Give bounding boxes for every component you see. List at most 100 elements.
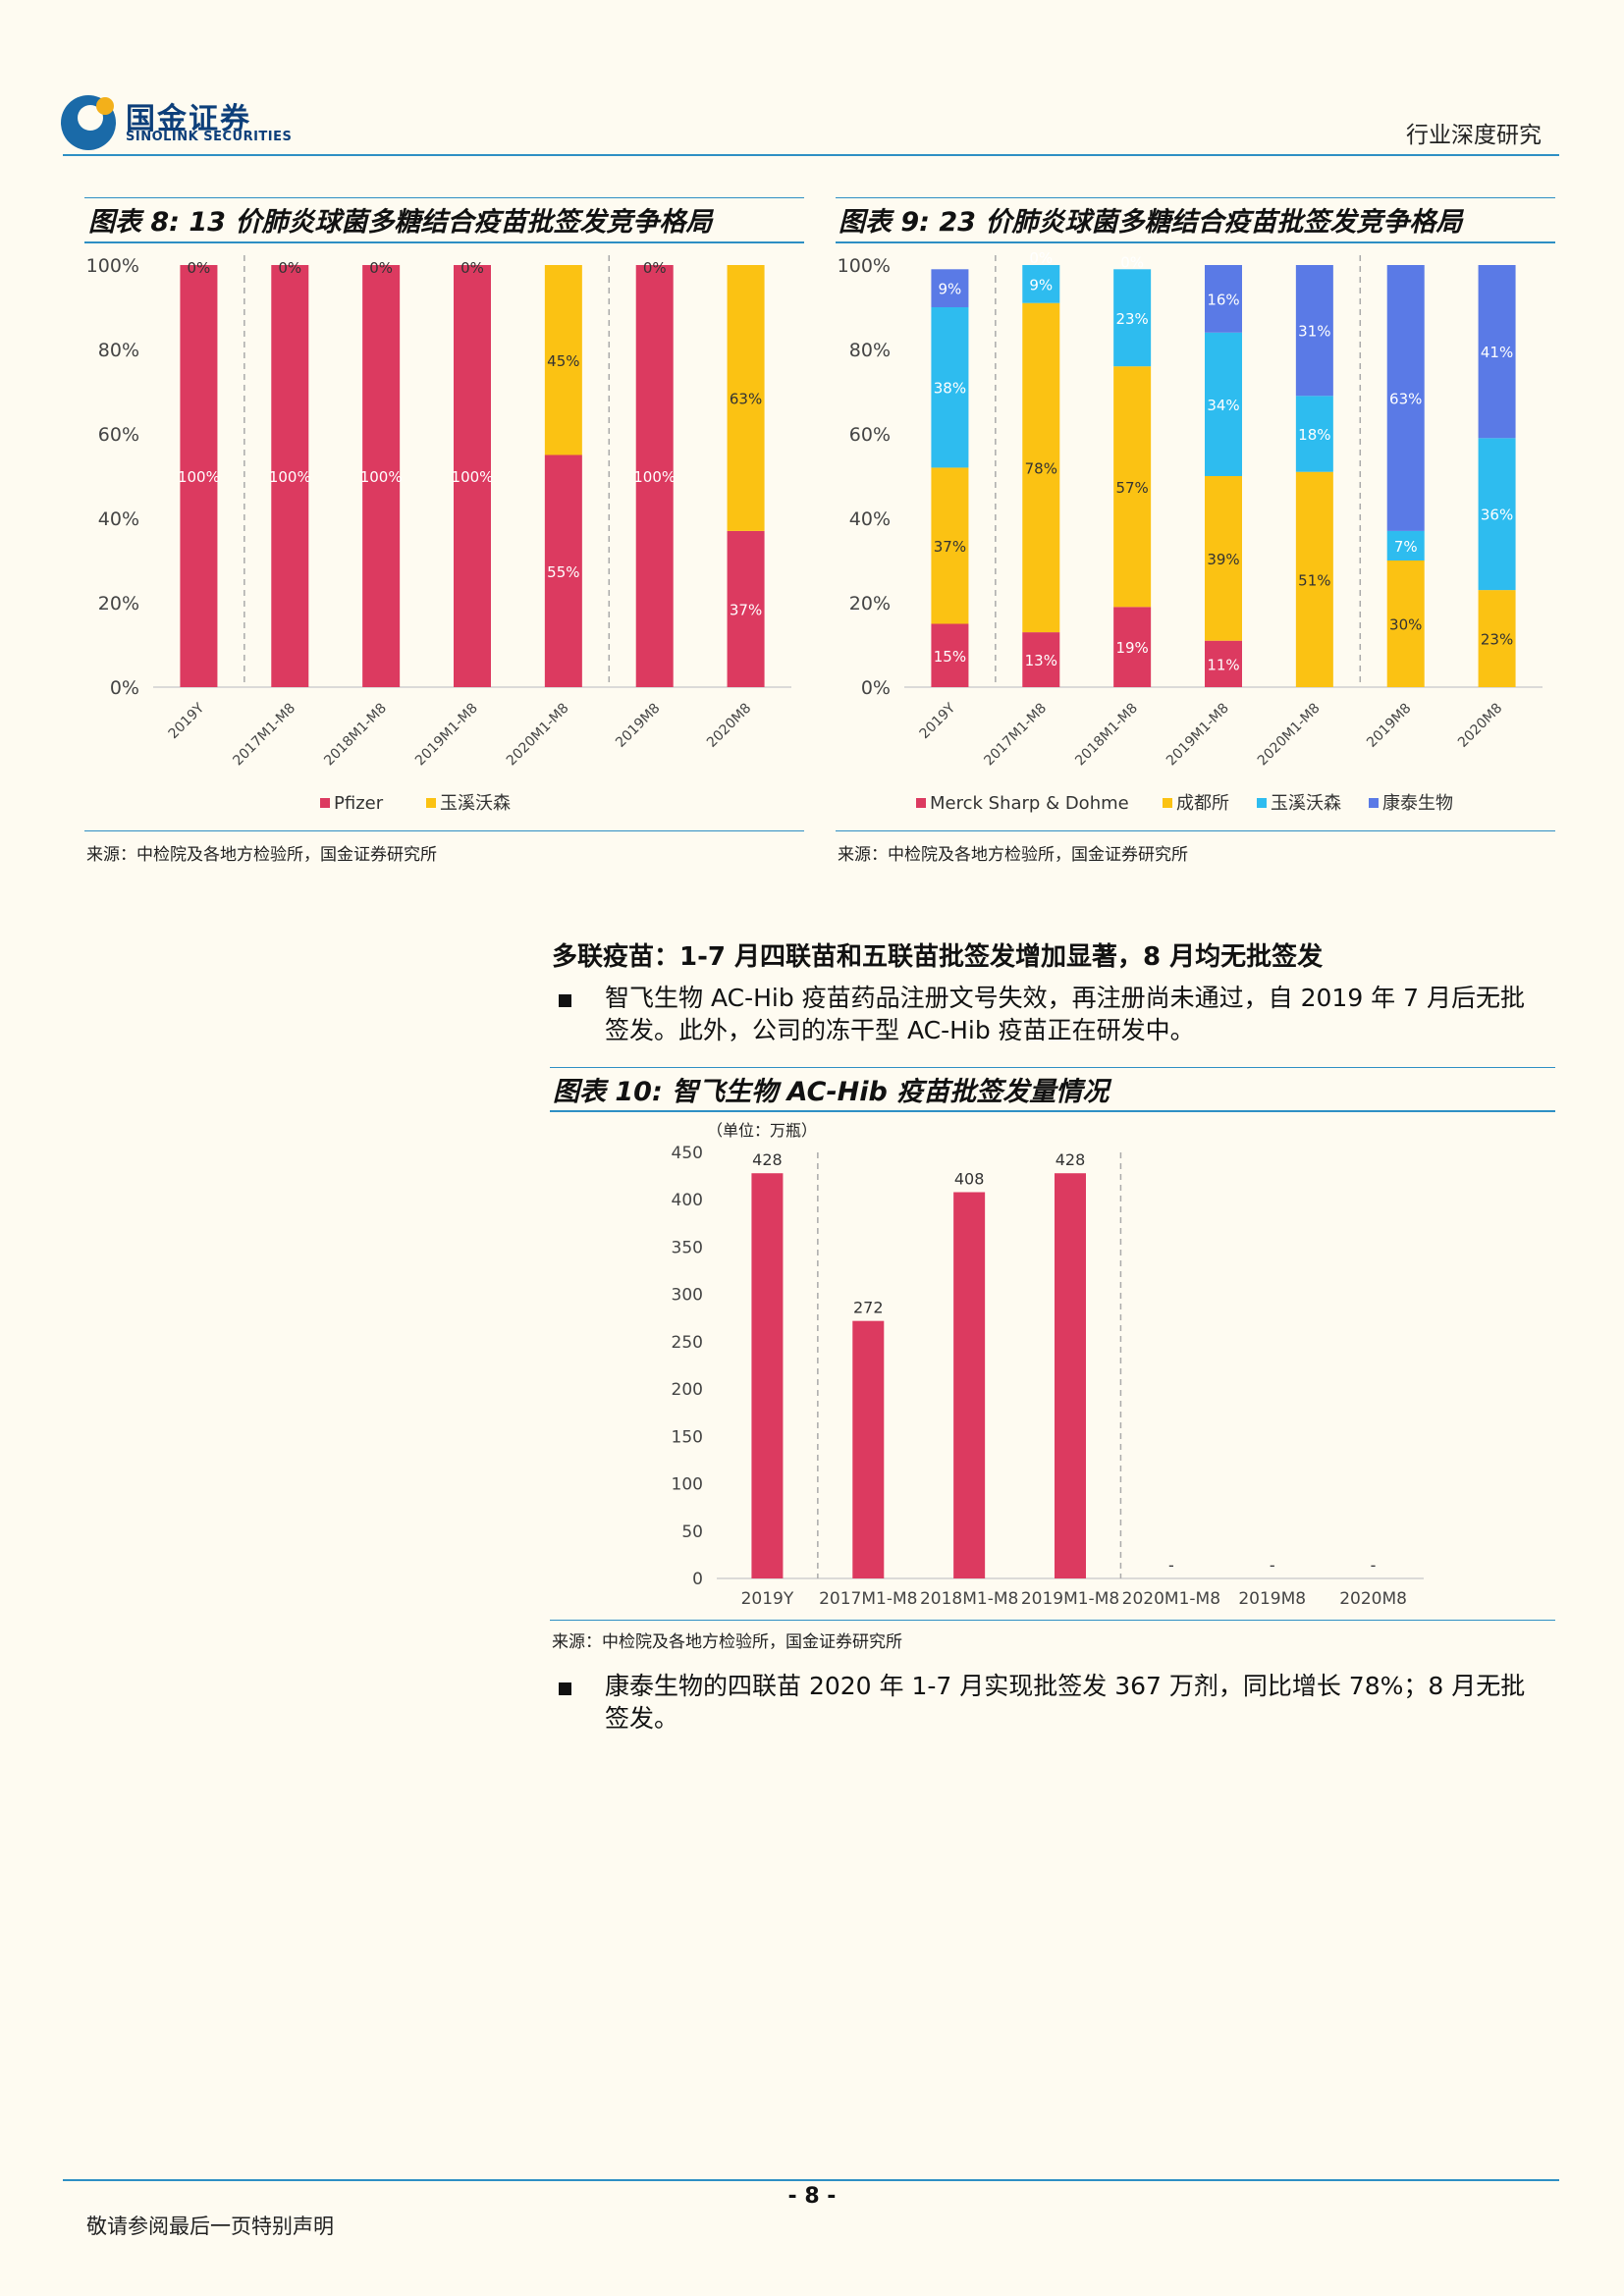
y-tick-label: 200 — [672, 1380, 703, 1400]
data-label: 18% — [1298, 426, 1330, 444]
fig8-top-rule — [84, 197, 804, 198]
data-label: 23% — [1115, 310, 1148, 328]
footer-rule — [63, 2179, 1559, 2181]
data-label: 38% — [934, 380, 966, 398]
data-label: 0% — [188, 259, 211, 277]
data-label: 428 — [1056, 1150, 1086, 1169]
bar-segment — [1295, 471, 1333, 687]
y-tick-label: 150 — [672, 1427, 703, 1447]
data-label: 0% — [643, 259, 667, 277]
logo-text-cn: 国金证券 — [126, 102, 251, 136]
fig8-title: 图表 8: 13 价肺炎球菌多糖结合疫苗批签发竞争格局 — [88, 207, 713, 238]
data-label: 30% — [1389, 616, 1422, 634]
fig8-title-rule — [84, 241, 804, 243]
y-tick-label: 50 — [681, 1522, 703, 1542]
x-tick-label: 2019Y — [917, 700, 959, 742]
y-tick-label: 350 — [672, 1238, 703, 1257]
legend-label: Merck Sharp & Dohme — [930, 793, 1129, 814]
y-tick-label: 300 — [672, 1286, 703, 1306]
footer-disclaimer: 敬请参阅最后一页特别声明 — [86, 2215, 334, 2238]
bar-segment — [1205, 332, 1242, 476]
data-label: 39% — [1207, 551, 1239, 568]
fig8-source-rule — [84, 830, 804, 831]
fig9-source-rule — [836, 830, 1555, 831]
y-tick-label: 40% — [849, 508, 891, 530]
y-tick-label: 40% — [98, 508, 139, 530]
bar-segment — [1022, 632, 1060, 687]
legend-label: Pfizer — [334, 793, 384, 814]
bar-segment — [1295, 396, 1333, 472]
x-tick-label: 2019M8 — [1364, 701, 1414, 751]
y-tick-label: 0% — [110, 677, 139, 699]
fig10-source: 来源：中检院及各地方检验所，国金证券研究所 — [552, 1632, 902, 1652]
bar-segment — [362, 265, 401, 687]
fig10-chart: 0 50 100 150 200 250 300 350 400 450 428 2019Y 272 20… — [672, 1144, 1424, 1609]
bar-segment — [1386, 561, 1425, 687]
y-tick-label: 20% — [98, 593, 139, 614]
logo-text-en: SINOLINK SECURITIES — [126, 130, 293, 144]
fig10-source-rule — [550, 1620, 1555, 1621]
legend-label: 玉溪沃森 — [1271, 793, 1341, 814]
data-label: 63% — [1389, 390, 1422, 407]
bar-segment — [454, 265, 491, 687]
x-tick-label: 2017M1-M8 — [819, 1589, 917, 1609]
data-label: 23% — [1481, 631, 1513, 649]
legend-swatch — [426, 798, 436, 808]
fig10-title-rule — [550, 1110, 1555, 1112]
fig8-source: 来源：中检院及各地方检验所，国金证券研究所 — [86, 845, 437, 865]
bar-segment — [635, 265, 674, 687]
data-label: 55% — [547, 563, 579, 581]
data-label: 100% — [269, 468, 311, 486]
bar-segment — [1205, 640, 1242, 687]
x-tick-label: 2019M1-M8 — [1021, 1589, 1119, 1609]
bar-segment — [931, 623, 969, 687]
bar-segment — [931, 307, 969, 468]
bar-segment — [1478, 265, 1516, 439]
fig10-unit: （单位：万瓶） — [707, 1121, 818, 1140]
legend-swatch — [320, 798, 330, 808]
bar-segment — [1478, 438, 1516, 591]
data-label: 34% — [1207, 397, 1239, 414]
bar-segment — [544, 265, 582, 455]
data-label: 0% — [369, 259, 393, 277]
y-tick-label: 100% — [86, 255, 139, 277]
data-label: 100% — [360, 468, 403, 486]
legend-label: 成都所 — [1176, 793, 1229, 814]
bar — [953, 1192, 986, 1578]
data-label: - — [1270, 1556, 1275, 1575]
page-number: - 8 - — [787, 2184, 837, 2209]
data-label: - — [1371, 1556, 1377, 1575]
bar — [852, 1320, 885, 1578]
bar-segment — [1386, 265, 1425, 531]
data-label: 0% — [460, 259, 484, 277]
legend-swatch — [1257, 798, 1267, 808]
x-tick-label: 2017M1-M8 — [981, 701, 1050, 770]
bar-segment — [727, 265, 765, 531]
data-label: 36% — [1481, 507, 1513, 524]
bar-segment — [544, 454, 582, 687]
data-label: 63% — [730, 390, 762, 407]
x-tick-label: 2020M1-M8 — [1255, 701, 1324, 770]
bar-segment — [271, 265, 309, 687]
y-tick-label: 0 — [692, 1570, 703, 1589]
bar-segment — [1386, 530, 1425, 561]
y-tick-label: 250 — [672, 1333, 703, 1353]
data-label: 100% — [452, 468, 494, 486]
data-label: 37% — [934, 538, 966, 556]
y-tick-label: 400 — [672, 1191, 703, 1210]
report-type: 行业深度研究 — [1406, 123, 1542, 148]
bar-segment — [1113, 366, 1152, 608]
data-label: 0% — [1029, 249, 1053, 267]
x-tick-label: 2020M1-M8 — [504, 701, 572, 770]
bar-segment — [1478, 590, 1516, 687]
y-tick-label: 100% — [838, 255, 891, 277]
bar-segment — [1022, 302, 1060, 633]
bullet-square-icon — [559, 1682, 571, 1695]
header-rule — [63, 154, 1559, 156]
legend-swatch — [916, 798, 926, 808]
data-label: 7% — [1394, 538, 1418, 556]
logo-dot-icon — [96, 97, 114, 115]
bullet-paragraph-1: 智飞生物 AC-Hib 疫苗药品注册文号失效，再注册尚未通过，自 2019 年 … — [605, 984, 1525, 1044]
x-tick-label: 2020M8 — [1455, 701, 1505, 751]
x-tick-label: 2018M1-M8 — [1072, 701, 1141, 770]
